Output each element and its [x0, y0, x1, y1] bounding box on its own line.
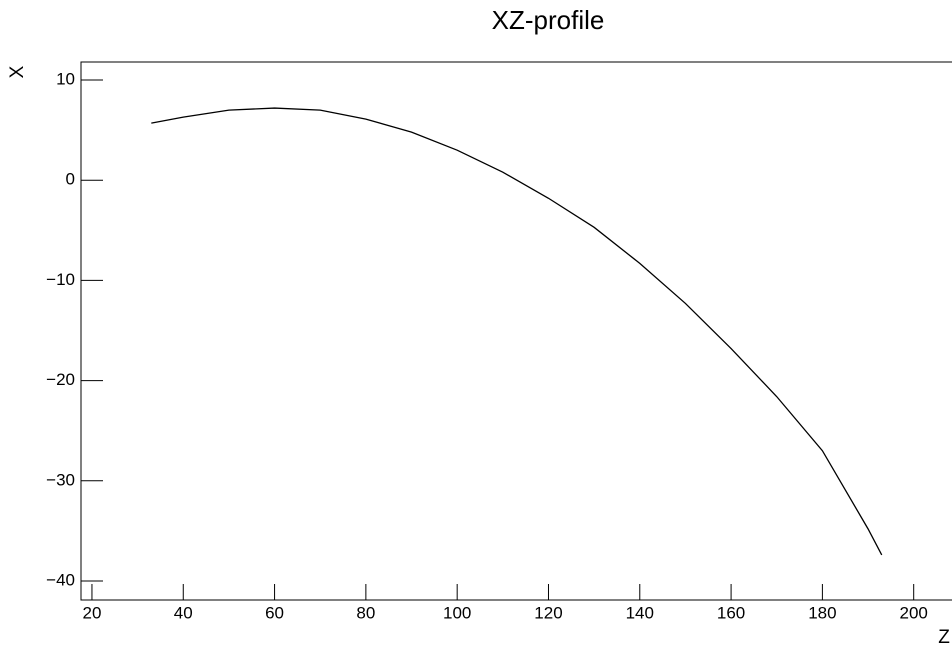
x-tick-label: 100 [443, 603, 471, 622]
y-tick-label: −10 [46, 270, 75, 289]
x-tick-label: 120 [534, 603, 562, 622]
y-tick-label: 0 [66, 170, 75, 189]
x-tick-label: 40 [174, 603, 193, 622]
x-tick-label: 160 [717, 603, 745, 622]
plot-frame [80, 61, 952, 601]
x-axis-label: Z [938, 627, 950, 648]
y-tick-label: 10 [56, 70, 75, 89]
y-tick-label: −40 [46, 570, 75, 589]
x-tick-label: 180 [808, 603, 836, 622]
x-tick-label: 60 [265, 603, 284, 622]
x-tick-label: 80 [356, 603, 375, 622]
y-tick-label: −30 [46, 470, 75, 489]
x-tick-label: 200 [900, 603, 928, 622]
y-axis-label: X [7, 65, 28, 78]
x-tick-label: 20 [82, 603, 101, 622]
data-line [151, 107, 883, 556]
chart-title: XZ-profile [492, 5, 605, 35]
y-tick-label: −20 [46, 370, 75, 389]
x-tick-label: 140 [626, 603, 654, 622]
